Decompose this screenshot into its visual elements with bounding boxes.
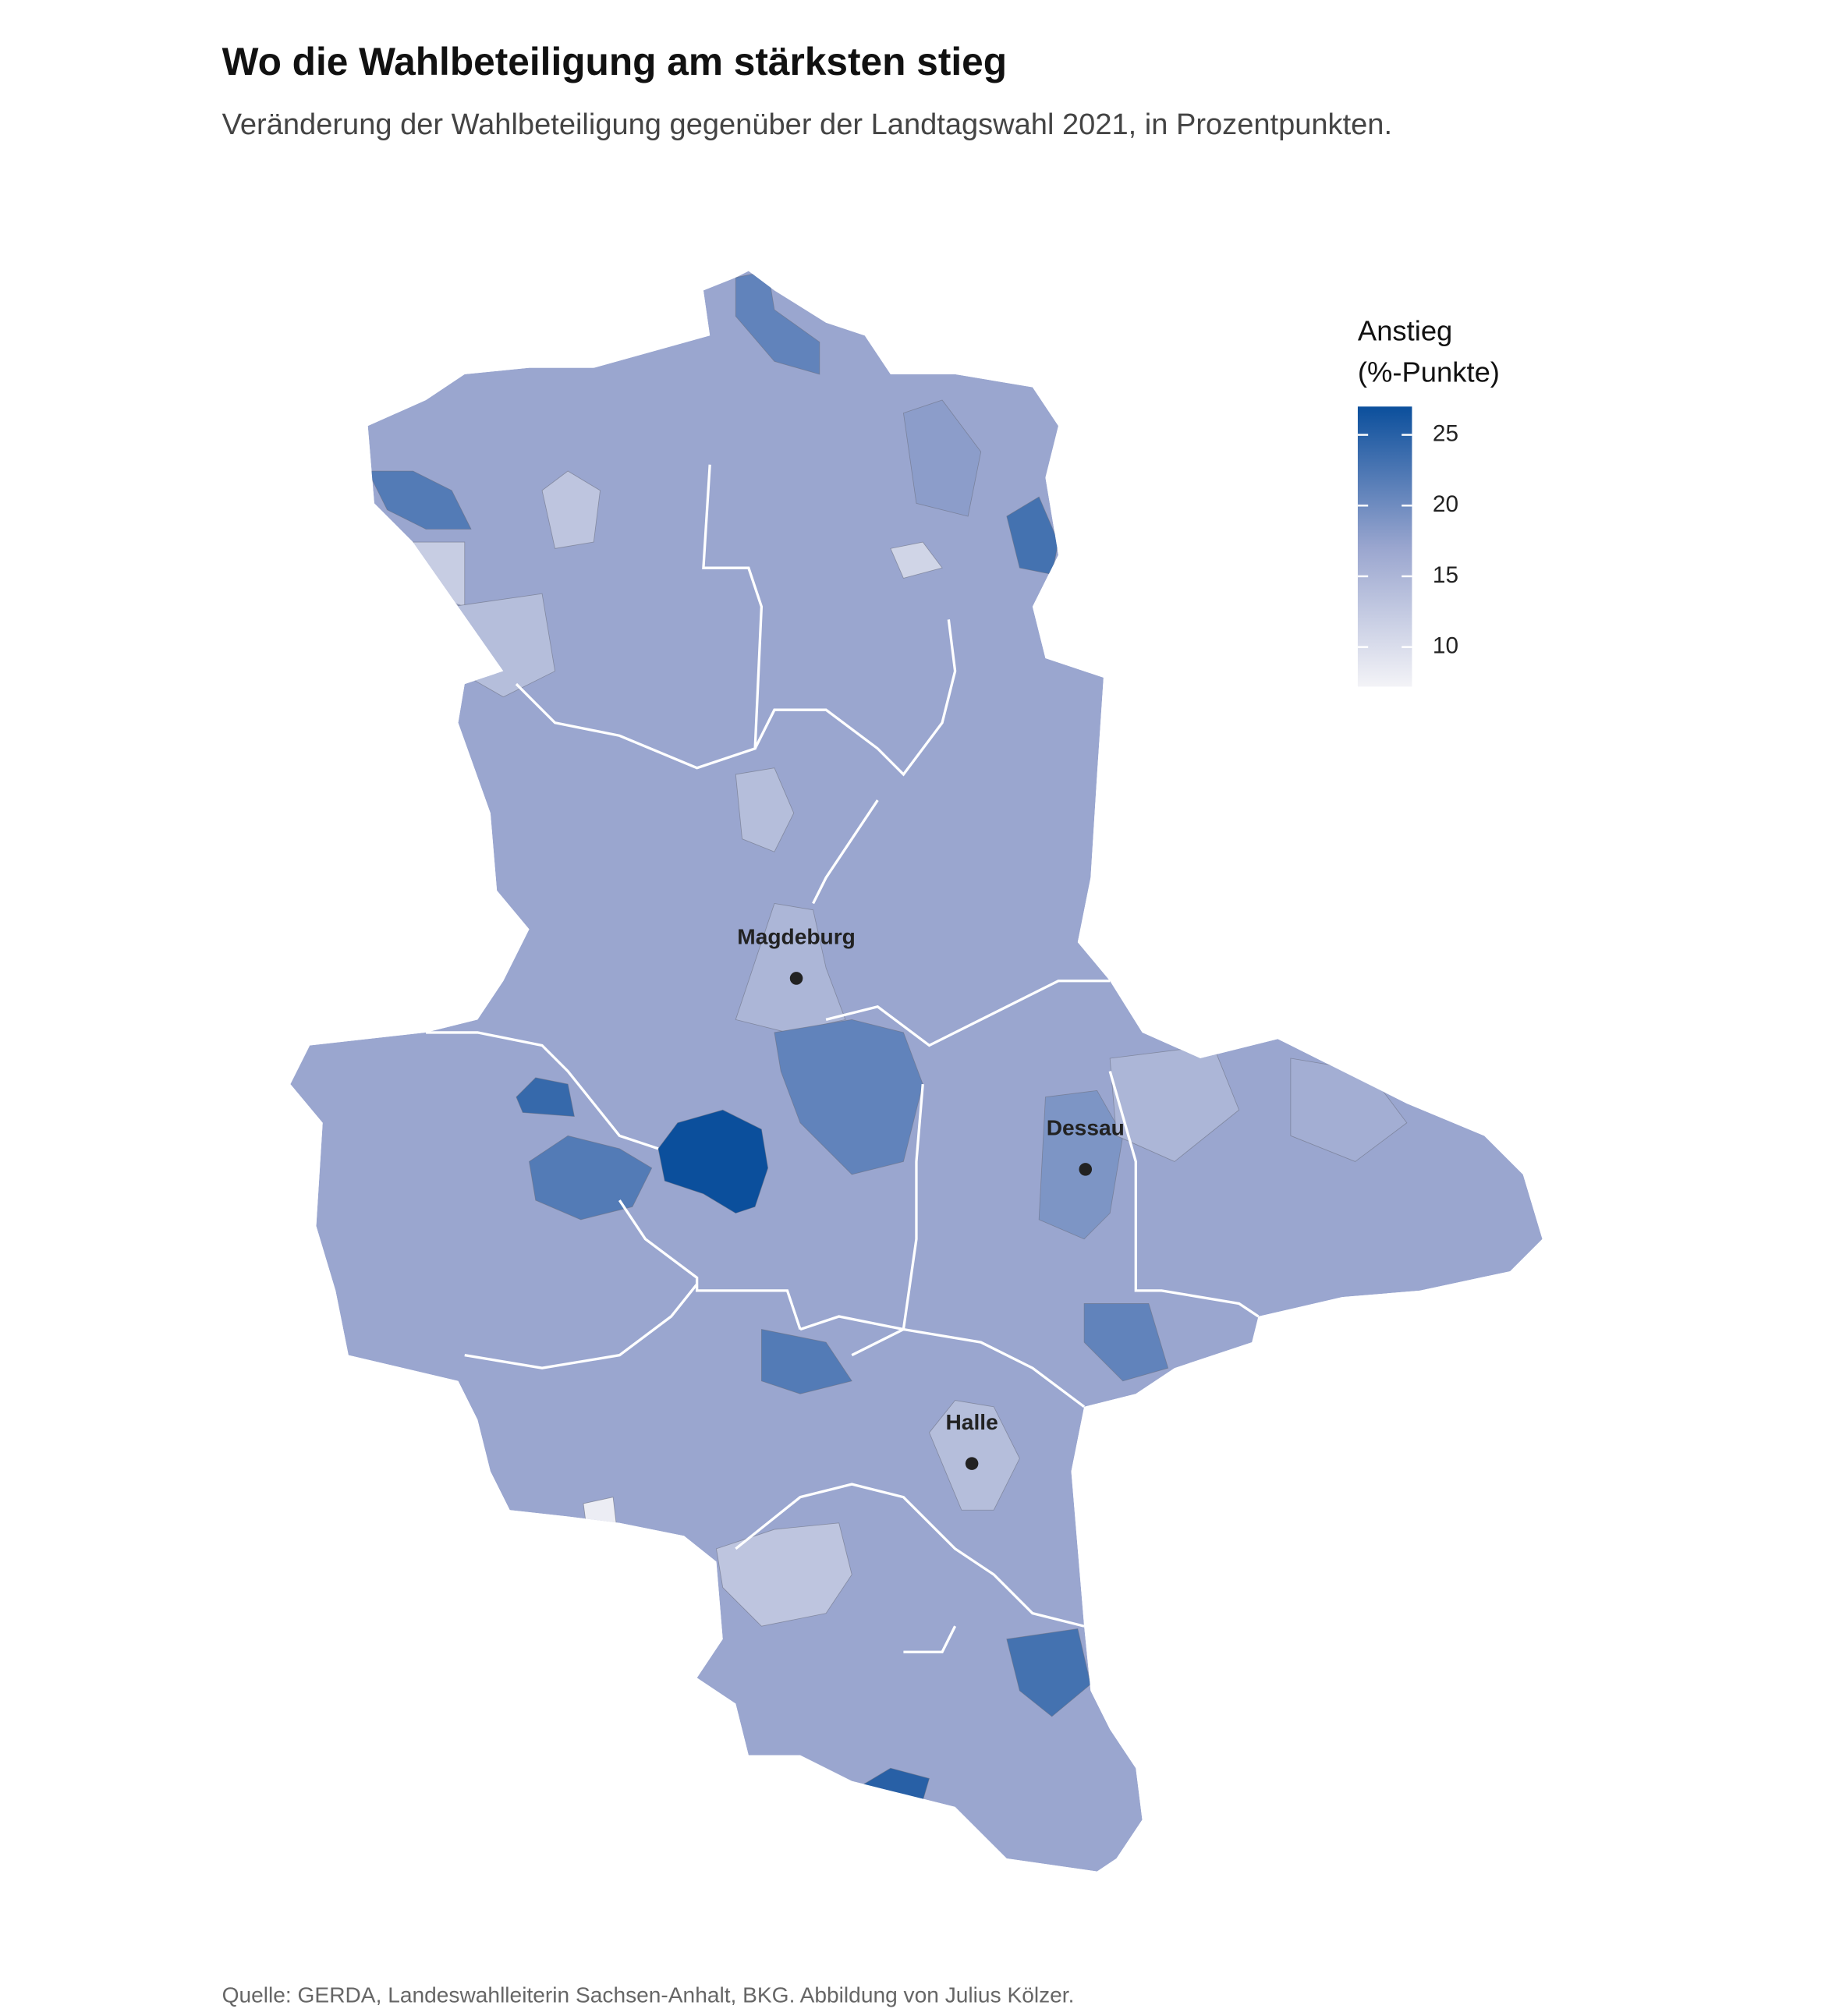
region (516, 1077, 575, 1117)
region (1083, 1303, 1169, 1382)
region (715, 1522, 852, 1627)
region (1006, 1628, 1091, 1717)
region (735, 767, 795, 852)
legend: Anstieg (%-Punkte) 10 15 20 25 (1357, 315, 1500, 687)
district-boundary (464, 1283, 698, 1369)
chart-subtitle: Veränderung der Wahlbeteiligung gegenübe… (222, 108, 1392, 141)
city-label: Halle (946, 1410, 998, 1434)
map: Magdeburg Dessau Halle (290, 271, 1543, 1872)
district-boundary (799, 1083, 924, 1331)
city-label: Dessau (1047, 1115, 1125, 1139)
region (367, 470, 472, 530)
region (890, 541, 943, 579)
regions (290, 271, 1543, 1872)
district-boundary (851, 1327, 1086, 1408)
source-note: Quelle: GERDA, Landeswahlleiterin Sachse… (222, 1983, 1075, 2007)
colorbar-tick-label: 15 (1433, 562, 1458, 588)
chart-title: Wo die Wahlbeteiligung am stärksten stie… (222, 40, 1007, 83)
region (1006, 496, 1059, 575)
city-marker (1079, 1163, 1093, 1176)
colorbar-tick-label: 10 (1433, 632, 1458, 658)
region (760, 1329, 852, 1394)
legend-title: (%-Punkte) (1358, 356, 1500, 388)
region (583, 1497, 618, 1534)
region (529, 1135, 653, 1221)
district-boundary (812, 799, 879, 905)
legend-title: Anstieg (1358, 315, 1452, 347)
colorbar-tick-label: 25 (1433, 420, 1458, 446)
district-boundary (426, 1031, 659, 1150)
city-marker (965, 1457, 979, 1470)
district-boundary (735, 1483, 1085, 1628)
district-boundary (825, 980, 1111, 1047)
district-boundary (903, 1625, 957, 1653)
region (735, 902, 846, 1033)
region (774, 1019, 923, 1175)
district-boundary (1108, 1071, 1260, 1318)
colorbar (1357, 406, 1412, 687)
region (413, 541, 466, 608)
colorbar-tick-label: 20 (1433, 491, 1458, 517)
city-label: Magdeburg (737, 925, 856, 949)
region (902, 399, 982, 517)
region (929, 1400, 1020, 1511)
region (541, 470, 601, 549)
district-boundary (753, 619, 957, 777)
city-marker (789, 972, 803, 985)
region (657, 1109, 769, 1214)
